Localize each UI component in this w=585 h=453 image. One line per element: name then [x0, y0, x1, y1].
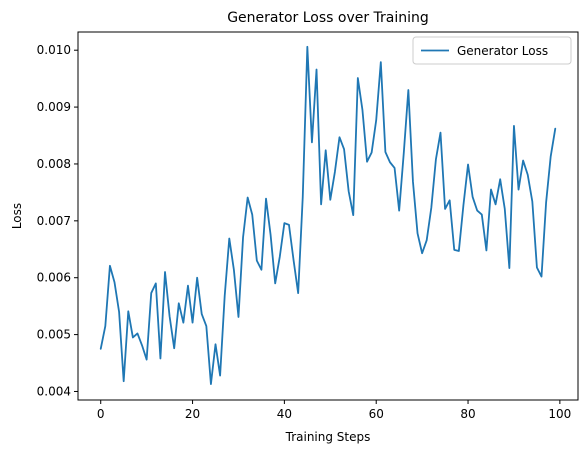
axes-frame [77, 31, 579, 401]
y-tick-label: 0.008 [37, 157, 71, 171]
y-tick-label: 0.010 [37, 43, 71, 57]
y-axis: 0.004 0.005 0.006 0.007 0.008 0.009 0.010 [37, 43, 78, 398]
x-tick-label: 100 [548, 407, 571, 421]
x-tick-label: 20 [185, 407, 200, 421]
x-tick-label: 80 [460, 407, 475, 421]
x-tick-label: 40 [277, 407, 292, 421]
chart-title: Generator Loss over Training [227, 10, 429, 26]
x-axis: 0 20 40 60 80 100 [97, 400, 571, 421]
legend: Generator Loss [412, 36, 572, 65]
legend-label: Generator Loss [457, 44, 548, 58]
y-tick-label: 0.004 [37, 384, 71, 398]
y-tick-label: 0.006 [37, 271, 71, 285]
legend-box [412, 36, 572, 65]
series-line [99, 45, 557, 385]
y-tick-label: 0.009 [37, 100, 71, 114]
x-axis-label: Training Steps [285, 430, 371, 444]
y-axis-label: Loss [10, 203, 24, 229]
x-tick-label: 60 [369, 407, 384, 421]
plot-area [99, 45, 557, 385]
y-tick-label: 0.005 [37, 328, 71, 342]
y-tick-label: 0.007 [37, 214, 71, 228]
x-tick-label: 0 [97, 407, 105, 421]
